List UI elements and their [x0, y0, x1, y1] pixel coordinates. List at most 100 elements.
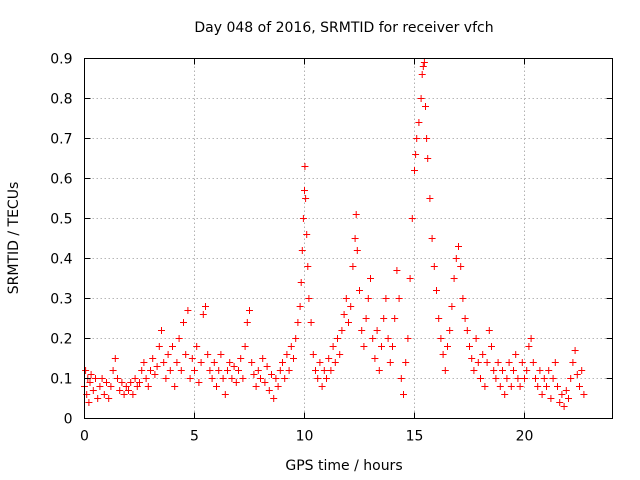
data-point — [351, 235, 359, 242]
data-point — [184, 307, 192, 314]
data-point — [241, 343, 249, 350]
y-tick-label: 0.5 — [50, 212, 72, 228]
data-point — [336, 351, 344, 358]
data-point — [472, 335, 480, 342]
data-point — [477, 375, 484, 382]
data-point — [459, 295, 467, 302]
data-point — [578, 367, 586, 374]
data-point — [488, 343, 495, 350]
data-point — [175, 335, 183, 342]
data-point — [423, 135, 431, 142]
y-tick-label: 0.1 — [50, 372, 72, 388]
data-point — [136, 379, 143, 386]
data-point — [210, 359, 218, 366]
data-point — [444, 343, 451, 350]
data-point — [490, 367, 498, 374]
data-point — [532, 375, 539, 382]
data-point — [503, 375, 511, 382]
data-point — [389, 343, 396, 350]
data-point — [558, 391, 566, 398]
data-point — [208, 375, 216, 382]
data-point — [250, 371, 258, 378]
data-point — [364, 295, 372, 302]
data-point — [92, 375, 99, 382]
data-point — [215, 367, 223, 374]
data-point — [290, 355, 297, 362]
data-point — [228, 375, 236, 382]
data-points — [81, 59, 588, 410]
data-point — [331, 359, 339, 366]
data-point — [496, 383, 504, 390]
data-point — [237, 355, 245, 362]
data-point — [188, 355, 196, 362]
data-point — [523, 367, 531, 374]
data-point — [329, 343, 337, 350]
data-point — [342, 295, 350, 302]
data-point — [479, 351, 487, 358]
data-point — [292, 335, 300, 342]
y-tick-label: 0.3 — [50, 292, 72, 308]
data-point — [248, 359, 256, 366]
data-point — [221, 391, 229, 398]
data-point — [468, 355, 476, 362]
data-point — [378, 343, 385, 350]
data-point — [118, 379, 126, 386]
data-point — [197, 359, 205, 366]
data-point — [516, 383, 524, 390]
data-point — [576, 383, 583, 390]
data-point — [226, 359, 234, 366]
data-point — [100, 391, 108, 398]
data-point — [412, 151, 420, 158]
data-point — [162, 375, 170, 382]
data-point — [455, 243, 462, 250]
data-point — [85, 399, 93, 406]
y-tick-label: 0.7 — [50, 132, 72, 148]
data-point — [352, 211, 360, 218]
data-point — [114, 375, 121, 382]
data-point — [452, 255, 460, 262]
data-point — [111, 355, 119, 362]
data-point — [512, 351, 520, 358]
data-point — [160, 359, 168, 366]
data-point — [391, 315, 399, 322]
data-point — [94, 395, 102, 402]
data-point — [96, 383, 104, 390]
data-point — [235, 367, 242, 374]
data-point — [551, 359, 559, 366]
data-point — [232, 379, 240, 386]
data-point — [191, 367, 198, 374]
data-point — [283, 351, 291, 358]
data-point — [296, 303, 304, 310]
y-tick-label: 0.4 — [50, 252, 72, 268]
data-point — [142, 375, 150, 382]
data-point — [435, 315, 443, 322]
data-point — [439, 351, 447, 358]
y-tick-label: 0.8 — [50, 92, 72, 108]
data-point — [386, 359, 394, 366]
data-point — [105, 395, 113, 402]
data-point — [122, 383, 130, 390]
data-point — [560, 403, 568, 410]
data-point — [131, 375, 139, 382]
x-axis-label: GPS time / hours — [285, 458, 402, 474]
axis-ticks — [84, 58, 613, 419]
data-point — [422, 103, 429, 110]
data-point — [353, 247, 361, 254]
data-point — [272, 375, 280, 382]
data-point — [87, 371, 95, 378]
data-point — [246, 307, 253, 314]
data-point — [268, 371, 275, 378]
data-point — [276, 367, 284, 374]
data-point — [304, 263, 312, 270]
x-tick-label: 20 — [516, 429, 534, 445]
data-point — [195, 379, 203, 386]
data-point — [499, 367, 506, 374]
data-point — [140, 359, 148, 366]
data-point — [86, 379, 94, 386]
data-point — [571, 347, 579, 354]
data-point — [323, 375, 330, 382]
data-point — [287, 343, 295, 350]
data-point — [461, 315, 469, 322]
data-point — [340, 311, 348, 318]
